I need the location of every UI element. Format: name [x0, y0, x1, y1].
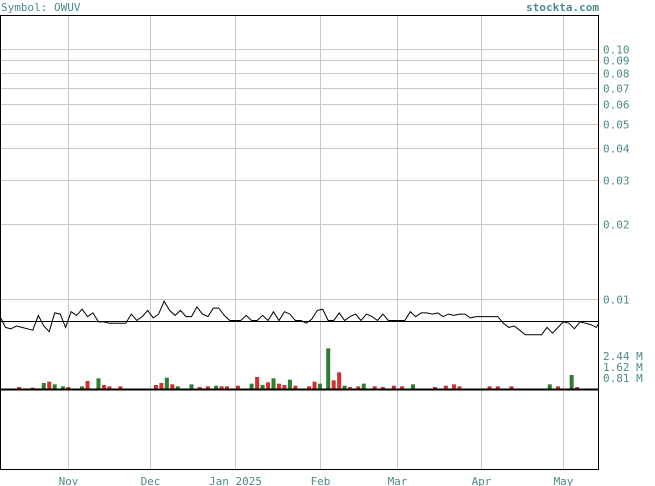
price-tick-label: 0.02: [603, 219, 630, 232]
volume-bar: [17, 387, 22, 389]
volume-bar: [348, 387, 353, 389]
price-tick-label: 0.01: [603, 294, 630, 307]
volume-bar: [52, 384, 57, 389]
volume-bar: [260, 385, 265, 389]
volume-bar: [164, 377, 169, 389]
price-axis-labels: 0.100.090.08 0.07 0.06 0.05 0.04 0.03 0.02 0.01: [603, 44, 630, 307]
volume-bar: [337, 372, 342, 389]
grid-lines: [0, 15, 599, 470]
volume-bar: [47, 381, 52, 389]
volume-bar: [555, 386, 560, 389]
volume-bar: [411, 384, 416, 389]
volume-bar: [547, 384, 552, 389]
volume-bar: [443, 385, 448, 389]
volume-bar: [101, 385, 106, 389]
volume-bar: [197, 387, 202, 389]
volume-bar: [30, 387, 35, 389]
volume-bar: [293, 385, 298, 389]
volume-bar: [205, 386, 210, 389]
volume-bar: [41, 383, 46, 389]
volume-bar: [255, 377, 260, 389]
volume-bar: [159, 383, 164, 389]
volume-bar: [487, 386, 492, 389]
volume-bar: [575, 387, 580, 389]
date-tick-label: Jan 2025: [209, 475, 262, 486]
plot-border: [0, 15, 599, 470]
date-axis-labels: Nov Dec Jan 2025 Feb Mar Apr May: [59, 475, 574, 486]
volume-bar: [287, 379, 292, 389]
volume-tick-label: 1.62 M: [603, 361, 643, 374]
volume-bar: [509, 386, 514, 389]
price-tick-label: 0.10: [603, 44, 630, 57]
volume-bar: [153, 385, 158, 389]
volume-bar: [235, 385, 240, 389]
volume-bar: [219, 386, 224, 389]
volume-bar: [312, 381, 317, 389]
price-series: [0, 300, 600, 336]
volume-bar: [189, 384, 194, 389]
volume-bar: [569, 375, 574, 389]
date-tick-label: Feb: [311, 475, 331, 486]
volume-bar: [107, 386, 112, 389]
date-tick-label: May: [554, 475, 574, 486]
symbol-label: Symbol: OWUV: [1, 1, 81, 14]
volume-bar: [266, 382, 271, 389]
price-tick-label: 0.03: [603, 175, 630, 188]
volume-bar: [432, 387, 437, 389]
volume-bar: [361, 383, 366, 389]
price-line: [0, 300, 600, 336]
price-tick-label: 0.08: [603, 68, 630, 81]
price-tick-label: 0.06: [603, 99, 630, 112]
volume-bar: [225, 386, 230, 389]
volume-bar: [318, 383, 323, 389]
volume-axis-labels: 2.44 M1.62 M0.81 M: [603, 350, 643, 385]
price-tick-label: 0.07: [603, 83, 630, 96]
date-tick-label: Mar: [388, 475, 408, 486]
volume-bar: [452, 384, 457, 389]
volume-bar: [276, 383, 281, 389]
volume-bar: [307, 386, 312, 389]
volume-bar: [372, 386, 377, 389]
date-tick-label: Nov: [59, 475, 79, 486]
price-tick-label: 0.05: [603, 119, 630, 132]
volume-bars: [0, 348, 599, 391]
volume-bar: [60, 386, 65, 389]
volume-bar: [342, 385, 347, 389]
volume-bar: [271, 378, 276, 389]
volume-tick-label: 2.44 M: [603, 350, 643, 363]
volume-bar: [170, 384, 175, 389]
volume-bar: [175, 386, 180, 389]
site-label[interactable]: stockta.com: [526, 1, 599, 14]
volume-bar: [331, 380, 336, 389]
volume-bar: [380, 387, 385, 389]
plot-frame: [0, 15, 599, 470]
volume-bar: [118, 386, 123, 389]
volume-bar: [214, 385, 219, 389]
volume-bar: [495, 386, 500, 389]
price-tick-label: 0.09: [603, 55, 630, 68]
volume-bar: [85, 381, 90, 389]
volume-bar: [66, 387, 71, 389]
volume-tick-label: 0.81 M: [603, 372, 643, 385]
volume-bar: [391, 385, 396, 389]
volume-bar: [96, 378, 101, 389]
date-tick-label: Dec: [141, 475, 161, 486]
volume-bar: [80, 386, 85, 389]
date-tick-label: Apr: [472, 475, 492, 486]
volume-bar: [326, 348, 331, 389]
volume-bar: [356, 386, 361, 389]
price-tick-label: 0.04: [603, 143, 630, 156]
volume-bar: [457, 386, 462, 389]
volume-bar: [400, 386, 405, 389]
volume-bar: [282, 385, 287, 389]
volume-bar: [249, 383, 254, 389]
